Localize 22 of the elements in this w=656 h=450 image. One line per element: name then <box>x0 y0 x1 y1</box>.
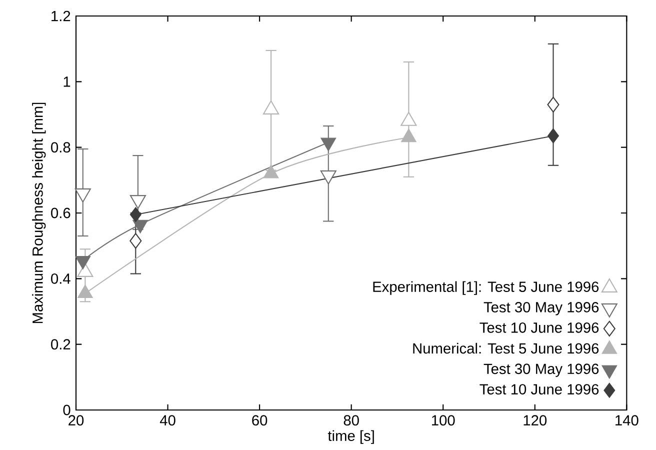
x-tick-label: 100 <box>432 415 455 426</box>
legend-label: Test 10 June 1996 <box>480 384 599 394</box>
x-tick-label: 60 <box>252 415 268 426</box>
x-tick-label: 120 <box>524 415 547 426</box>
y-tick-label: 0 <box>63 404 70 416</box>
y-tick-label: 0.8 <box>51 142 70 153</box>
x-tick-label: 20 <box>68 415 84 426</box>
y-tick-label: 1 <box>64 76 70 87</box>
x-tick-label: 80 <box>344 415 359 426</box>
y-tick-label: 0.6 <box>51 208 70 218</box>
y-tick-label: 0.4 <box>51 273 70 284</box>
y-tick-label: 1.2 <box>52 10 70 22</box>
legend-label: Experimental [1]: Test 5 June 1996 <box>373 281 599 295</box>
x-axis-title: time [s] <box>328 430 374 444</box>
x-tick-label: 40 <box>160 415 176 426</box>
legend-label: Test 10 June 1996 <box>480 322 599 333</box>
legend-label: Test 30 May 1996 <box>484 302 599 316</box>
legend-label: Numerical: Test 5 June 1996 <box>413 342 599 354</box>
x-tick-label: 140 <box>616 415 638 426</box>
y-tick-label: 0.2 <box>51 339 70 350</box>
y-axis-title: Maximum Roughness height [mm] <box>32 102 46 324</box>
legend-label: Test 30 May 1996 <box>484 364 599 377</box>
